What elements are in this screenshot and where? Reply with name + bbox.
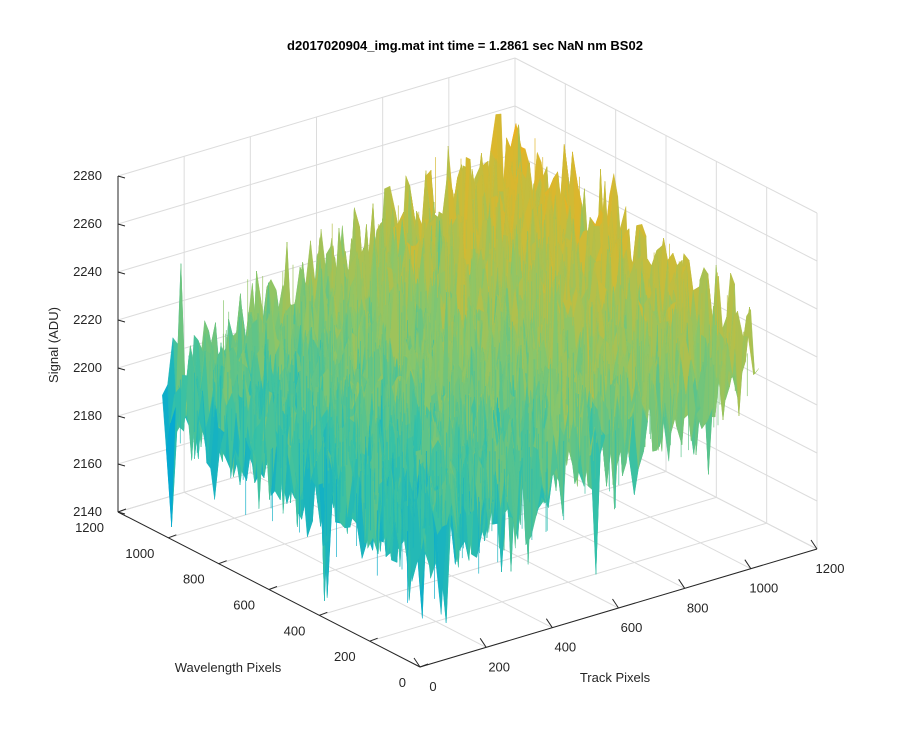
grid-line [514, 105, 818, 262]
grid-line [514, 57, 818, 214]
grid-line [319, 496, 717, 616]
grid-line [117, 105, 516, 225]
grid-line [369, 522, 767, 642]
surface-layer [162, 113, 759, 624]
grid-line [117, 57, 516, 177]
